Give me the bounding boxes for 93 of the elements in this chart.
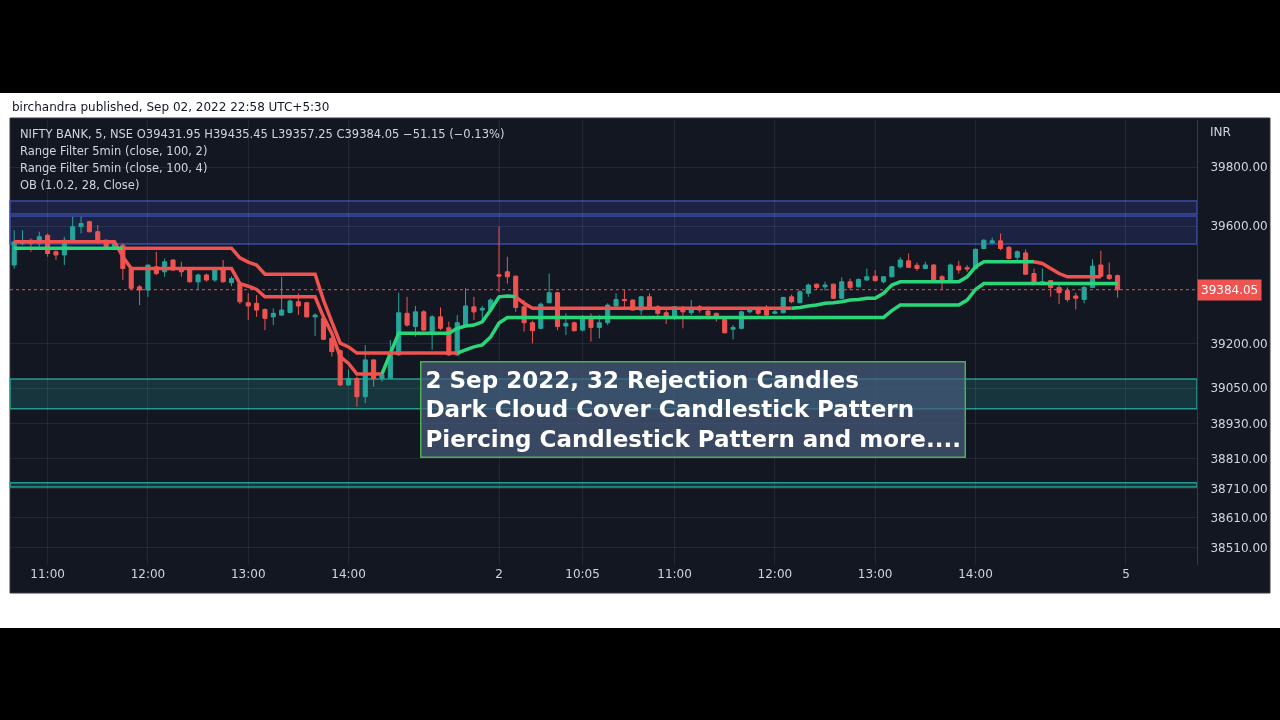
candlestick	[170, 258, 176, 272]
candlestick	[546, 273, 552, 304]
x-tick-label: 13:00	[857, 567, 893, 581]
candlestick	[362, 344, 368, 404]
candlestick	[922, 261, 928, 270]
candlestick	[254, 294, 260, 318]
candlestick	[880, 275, 887, 285]
candlestick	[897, 256, 903, 270]
candlestick	[772, 309, 778, 315]
x-tick-label: 13:00	[230, 567, 266, 581]
candlestick	[1106, 262, 1112, 281]
candlestick	[421, 309, 427, 332]
candlestick	[304, 301, 310, 318]
candlestick	[270, 307, 276, 326]
candlestick	[872, 269, 878, 283]
x-tick-label: 10:05	[565, 567, 600, 581]
candlestick	[981, 238, 987, 250]
candlestick	[1014, 249, 1020, 261]
y-tick-label: 38930.00	[1210, 416, 1268, 431]
candlestick	[1073, 292, 1079, 310]
x-tick-label: 11:00	[657, 567, 692, 581]
candlestick	[906, 253, 912, 269]
annotation: OB (1.0.2, 28, Close)	[20, 178, 140, 192]
candlestick	[855, 278, 861, 288]
candlestick	[279, 276, 285, 317]
candlestick	[404, 296, 410, 328]
candlestick	[596, 314, 602, 339]
candlestick	[864, 268, 870, 282]
candlestick	[1006, 245, 1012, 260]
candlestick	[437, 306, 444, 331]
y-tick-label: 38610.00	[1210, 511, 1268, 526]
candlestick	[228, 275, 235, 287]
candlestick	[964, 264, 970, 273]
annotation: Range Filter 5min (close, 100, 4)	[20, 161, 208, 175]
candlestick	[329, 336, 335, 358]
y-tick-label: 39050.00	[1210, 381, 1268, 396]
candlestick	[203, 273, 209, 283]
candlestick	[262, 307, 268, 331]
annotation: 2 Sep 2022, 32 Rejection Candles Dark Cloud Cover Candlestick Pattern Piercing Candlestick Pattern and more....	[425, 366, 961, 453]
candlestick	[889, 265, 895, 278]
y-tick-label: 38510.00	[1210, 540, 1268, 555]
candlestick	[613, 292, 619, 308]
candlestick	[805, 283, 811, 298]
annotation: Range Filter 5min (close, 100, 2)	[20, 144, 208, 158]
candlestick	[245, 292, 251, 321]
candlestick	[797, 289, 803, 304]
candlestick	[730, 324, 736, 340]
x-tick-label: 12:00	[130, 567, 166, 581]
candlestick	[86, 220, 92, 234]
candlestick	[914, 262, 920, 272]
candlestick	[789, 293, 795, 304]
candlestick	[822, 281, 828, 292]
text: birchandra published, Sep 02, 2022 22:58 UTC+5:30	[12, 100, 330, 114]
candlestick	[479, 305, 485, 321]
candlestick	[312, 312, 318, 337]
y-tick-label: 39600.00	[1210, 219, 1268, 234]
y-tick-label: 38810.00	[1210, 452, 1268, 467]
candlestick	[412, 305, 418, 338]
candlestick	[295, 292, 301, 316]
candlestick	[571, 321, 577, 333]
candlestick	[956, 260, 962, 275]
text: INR	[1210, 125, 1231, 139]
candlestick	[989, 237, 995, 245]
candlestick	[839, 276, 845, 300]
x-tick-label: 2	[495, 567, 503, 581]
candlestick	[53, 249, 59, 261]
x-tick-label: 14:00	[331, 567, 366, 581]
candlestick	[379, 369, 385, 383]
candlestick	[429, 314, 435, 351]
y-tick-label: 39200.00	[1210, 337, 1268, 352]
x-tick-label: 5	[1122, 567, 1130, 581]
ref-line-label: 39384.05	[1201, 283, 1259, 297]
candlestick	[563, 312, 569, 336]
x-tick-label: 12:00	[757, 567, 793, 581]
candlestick	[471, 296, 477, 321]
candlestick	[722, 317, 728, 334]
candlestick	[931, 263, 937, 283]
candlestick	[346, 368, 352, 387]
candlestick	[998, 232, 1004, 251]
candlestick	[187, 268, 193, 284]
annotation: NIFTY BANK, 5, NSE O39431.95 H39435.45 L39357.25 C39384.05 −51.15 (−0.13%)	[20, 127, 505, 141]
candlestick	[1081, 285, 1087, 304]
candlestick	[78, 216, 84, 234]
y-tick-label: 39800.00	[1210, 160, 1268, 175]
candlestick	[195, 273, 201, 291]
candlestick	[287, 298, 293, 314]
y-tick-label: 38710.00	[1210, 481, 1268, 496]
candlestick	[529, 320, 535, 344]
x-tick-label: 14:00	[958, 567, 993, 581]
candlestick	[220, 259, 226, 284]
candlestick	[463, 287, 469, 327]
x-tick-label: 11:00	[30, 567, 65, 581]
candlestick	[504, 256, 510, 285]
